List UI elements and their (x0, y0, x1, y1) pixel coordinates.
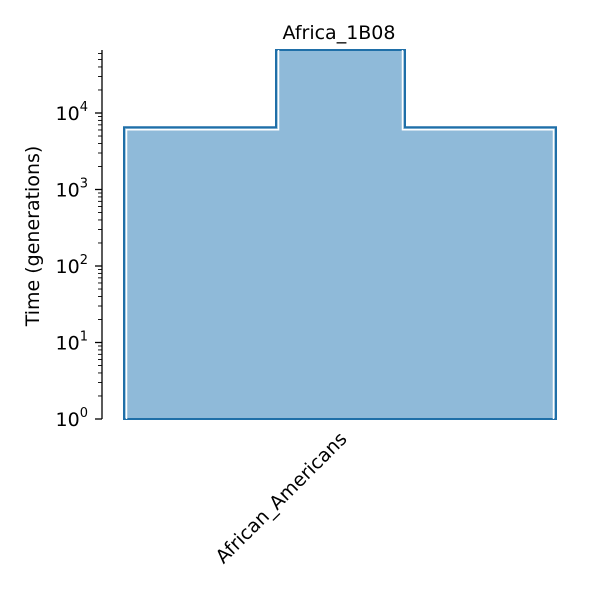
y-major-ticks: 100 101 102 103 104 (56, 100, 102, 431)
y-tick-label: 102 (56, 253, 88, 278)
y-axis-label: Time (generations) (22, 146, 44, 328)
chart-title: Africa_1B08 (283, 22, 396, 44)
deme-african-americans (123, 49, 557, 420)
y-tick-label: 103 (56, 177, 88, 202)
x-category-label: African_Americans (211, 428, 351, 568)
y-tick-label: 101 (56, 330, 88, 355)
deme-shape-group (123, 49, 557, 420)
y-tick-label: 100 (56, 406, 88, 431)
y-tick-label: 104 (56, 100, 88, 125)
deme-inner-outline (125, 50, 555, 419)
y-minor-ticks (98, 53, 102, 397)
